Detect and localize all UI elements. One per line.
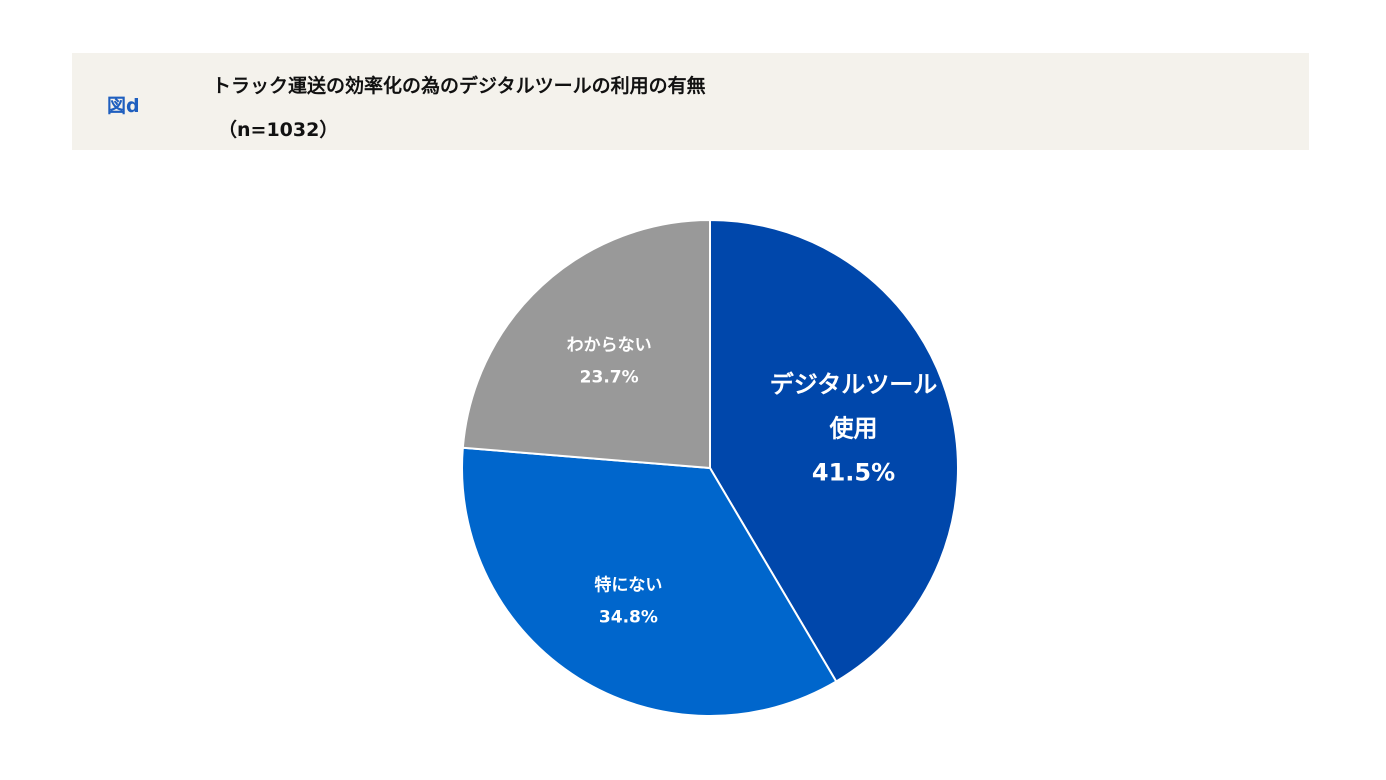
slice-value-label: 23.7% [580,368,639,388]
slice-category-label: デジタルツール [770,371,938,399]
chart-title: トラック運送の効率化の為のデジタルツールの利用の有無 [212,75,706,97]
chart-header: 図d トラック運送の効率化の為のデジタルツールの利用の有無 （n=1032） [72,53,1309,150]
slice-category-label: 使用 [829,415,878,443]
slice-category-label: わからない [567,336,652,356]
chart-subtitle: （n=1032） [218,119,339,141]
slice-value-label: 34.8% [599,607,658,627]
pie-slice [461,446,838,717]
pie-slice [709,218,959,683]
figure-label: 図d [107,95,140,117]
slice-value-label: 41.5% [812,459,895,487]
pie-slice [461,218,711,470]
slice-category-label: 特にない [594,574,662,595]
